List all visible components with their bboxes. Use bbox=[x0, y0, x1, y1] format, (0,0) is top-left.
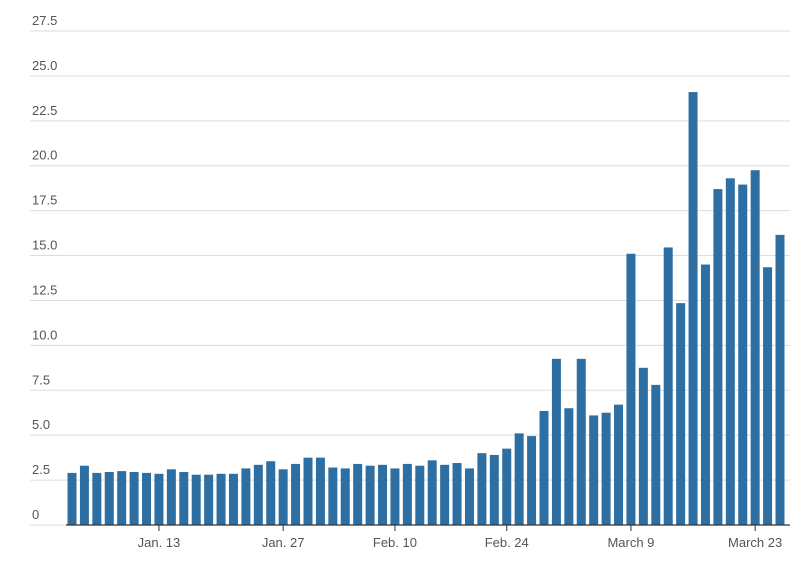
bar bbox=[614, 404, 624, 525]
y-tick-label: 15.0 bbox=[32, 238, 57, 253]
bar bbox=[539, 410, 549, 525]
bar bbox=[278, 469, 288, 525]
y-tick-label: 17.5 bbox=[32, 193, 57, 208]
bar bbox=[651, 384, 661, 525]
bar bbox=[241, 468, 251, 525]
bar bbox=[713, 189, 723, 525]
bar bbox=[191, 474, 201, 525]
bar bbox=[514, 433, 524, 525]
bar bbox=[378, 464, 388, 525]
bar bbox=[117, 471, 127, 525]
x-tick-label: Jan. 13 bbox=[138, 535, 181, 550]
bar bbox=[464, 468, 474, 525]
bar bbox=[763, 267, 773, 525]
bar bbox=[427, 460, 437, 525]
bar bbox=[266, 461, 276, 525]
y-tick-label: 7.5 bbox=[32, 372, 50, 387]
bar bbox=[589, 415, 599, 525]
bar bbox=[638, 367, 648, 525]
bar bbox=[315, 457, 325, 525]
bar bbox=[204, 474, 214, 525]
bar bbox=[129, 472, 139, 525]
bar bbox=[142, 472, 152, 525]
bar bbox=[527, 436, 537, 525]
bar bbox=[663, 247, 673, 525]
bar bbox=[67, 472, 77, 525]
bar bbox=[775, 234, 785, 525]
bar bbox=[601, 412, 611, 525]
bar bbox=[340, 468, 350, 525]
bar bbox=[390, 468, 400, 525]
bar bbox=[365, 465, 375, 525]
bar bbox=[725, 178, 735, 525]
bar bbox=[328, 467, 338, 525]
bar bbox=[750, 170, 760, 525]
bar bbox=[353, 463, 363, 525]
y-tick-label: 5.0 bbox=[32, 417, 50, 432]
y-tick-label: 12.5 bbox=[32, 282, 57, 297]
y-tick-label: 0 bbox=[32, 507, 39, 522]
bar bbox=[104, 472, 114, 525]
y-tick-label: 22.5 bbox=[32, 103, 57, 118]
bar bbox=[253, 464, 263, 525]
x-tick-label: Feb. 10 bbox=[373, 535, 417, 550]
y-tick-label: 20.0 bbox=[32, 148, 57, 163]
bar bbox=[626, 253, 636, 525]
x-tick-label: Feb. 24 bbox=[485, 535, 529, 550]
bar bbox=[179, 472, 189, 525]
x-tick-label: March 23 bbox=[728, 535, 782, 550]
bar bbox=[676, 303, 686, 525]
bar bbox=[79, 465, 89, 525]
bar bbox=[415, 465, 425, 525]
bar bbox=[700, 264, 710, 525]
bar bbox=[440, 464, 450, 525]
x-tick-label: March 9 bbox=[607, 535, 654, 550]
bar bbox=[738, 184, 748, 525]
y-tick-label: 10.0 bbox=[32, 327, 57, 342]
x-tick-label: Jan. 27 bbox=[262, 535, 305, 550]
bar bbox=[291, 463, 301, 525]
bar bbox=[92, 472, 102, 525]
bar bbox=[489, 454, 499, 525]
bar bbox=[452, 463, 462, 525]
bar bbox=[576, 358, 586, 525]
bar bbox=[564, 408, 574, 525]
bar bbox=[154, 473, 164, 525]
bar bbox=[166, 469, 176, 525]
bar bbox=[216, 473, 226, 525]
y-tick-label: 2.5 bbox=[32, 462, 50, 477]
bar bbox=[303, 457, 313, 525]
y-tick-label: 27.5 bbox=[32, 13, 57, 28]
bar bbox=[688, 92, 698, 526]
bar bbox=[477, 453, 487, 525]
y-tick-label: 25.0 bbox=[32, 58, 57, 73]
bar bbox=[502, 448, 512, 525]
bar bbox=[402, 463, 412, 525]
bar bbox=[551, 358, 561, 525]
bar bbox=[228, 473, 238, 525]
